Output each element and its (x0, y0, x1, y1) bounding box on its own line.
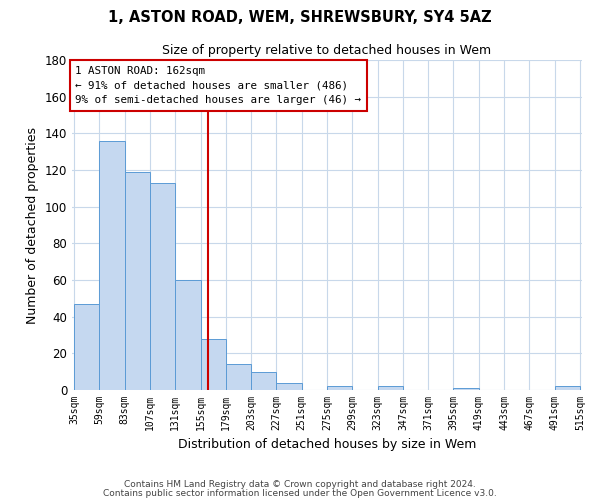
Bar (377, 386, 403, 390)
Bar (327, 386, 352, 390)
Text: 1 ASTON ROAD: 162sqm
← 91% of detached houses are smaller (486)
9% of semi-detac: 1 ASTON ROAD: 162sqm ← 91% of detached h… (75, 66, 361, 105)
Title: Size of property relative to detached houses in Wem: Size of property relative to detached ho… (163, 44, 491, 58)
Bar (277, 382, 302, 390)
Bar (251, 372, 277, 390)
Bar (175, 280, 200, 390)
Y-axis label: Number of detached properties: Number of detached properties (26, 126, 39, 324)
Bar (554, 386, 580, 390)
Text: Contains public sector information licensed under the Open Government Licence v3: Contains public sector information licen… (103, 489, 497, 498)
X-axis label: Distribution of detached houses by size in Wem: Distribution of detached houses by size … (178, 438, 476, 452)
Text: Contains HM Land Registry data © Crown copyright and database right 2024.: Contains HM Land Registry data © Crown c… (124, 480, 476, 489)
Bar (150, 183, 175, 390)
Bar (100, 140, 125, 390)
Bar (454, 388, 479, 390)
Bar (200, 338, 226, 390)
Text: 1, ASTON ROAD, WEM, SHREWSBURY, SY4 5AZ: 1, ASTON ROAD, WEM, SHREWSBURY, SY4 5AZ (108, 10, 492, 25)
Bar (74, 304, 100, 390)
Bar (125, 172, 150, 390)
Bar (226, 364, 251, 390)
